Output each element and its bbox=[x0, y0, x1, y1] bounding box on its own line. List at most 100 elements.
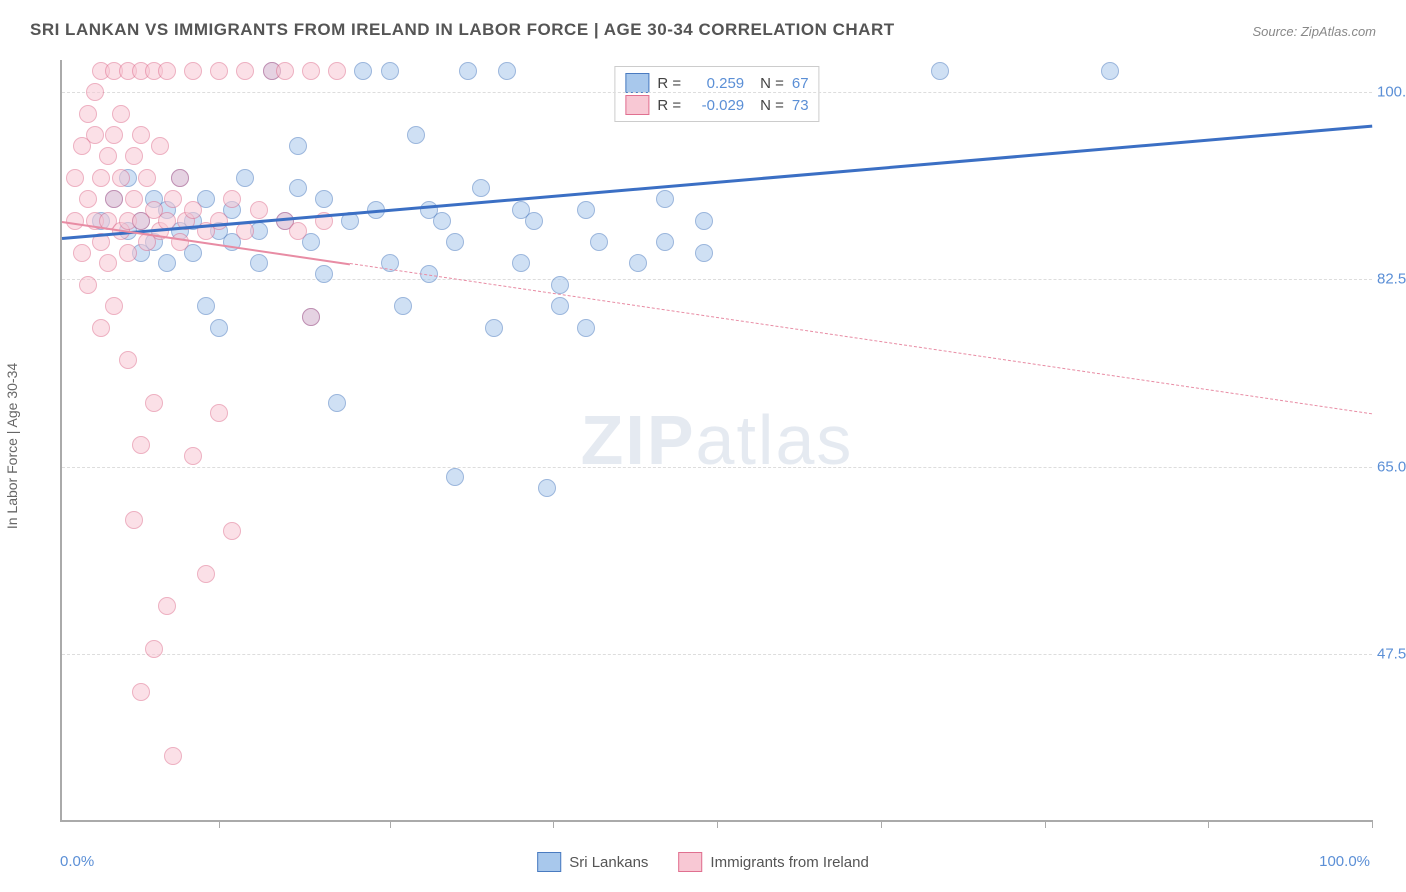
data-point bbox=[315, 265, 333, 283]
data-point bbox=[289, 179, 307, 197]
legend-item: Immigrants from Ireland bbox=[678, 852, 868, 872]
legend-swatch bbox=[537, 852, 561, 872]
data-point bbox=[498, 62, 516, 80]
data-point bbox=[138, 169, 156, 187]
r-label: R = bbox=[657, 97, 681, 114]
data-point bbox=[112, 105, 130, 123]
data-point bbox=[210, 404, 228, 422]
data-point bbox=[132, 436, 150, 454]
data-point bbox=[79, 276, 97, 294]
data-point bbox=[223, 190, 241, 208]
chart-source: Source: ZipAtlas.com bbox=[1252, 24, 1376, 39]
x-tick bbox=[1208, 820, 1209, 828]
gridline bbox=[62, 467, 1372, 468]
trendline-blue bbox=[62, 124, 1372, 239]
data-point bbox=[158, 62, 176, 80]
x-axis-max-label: 100.0% bbox=[1319, 853, 1370, 870]
data-point bbox=[86, 83, 104, 101]
data-point bbox=[328, 394, 346, 412]
legend-swatch bbox=[625, 95, 649, 115]
data-point bbox=[931, 62, 949, 80]
data-point bbox=[119, 351, 137, 369]
data-point bbox=[158, 597, 176, 615]
y-tick-label: 47.5% bbox=[1377, 646, 1406, 663]
data-point bbox=[132, 683, 150, 701]
data-point bbox=[86, 126, 104, 144]
x-tick bbox=[390, 820, 391, 828]
data-point bbox=[302, 62, 320, 80]
data-point bbox=[210, 62, 228, 80]
legend-swatch bbox=[625, 73, 649, 93]
data-point bbox=[629, 254, 647, 272]
data-point bbox=[105, 126, 123, 144]
data-point bbox=[171, 169, 189, 187]
data-point bbox=[197, 297, 215, 315]
data-point bbox=[119, 244, 137, 262]
data-point bbox=[577, 201, 595, 219]
data-point bbox=[184, 447, 202, 465]
data-point bbox=[485, 319, 503, 337]
r-value: 0.259 bbox=[689, 75, 744, 92]
data-point bbox=[184, 201, 202, 219]
data-point bbox=[381, 62, 399, 80]
data-point bbox=[112, 169, 130, 187]
chart-title: SRI LANKAN VS IMMIGRANTS FROM IRELAND IN… bbox=[30, 20, 895, 40]
data-point bbox=[250, 254, 268, 272]
legend-swatch bbox=[678, 852, 702, 872]
data-point bbox=[446, 468, 464, 486]
r-value: -0.029 bbox=[689, 97, 744, 114]
data-point bbox=[250, 201, 268, 219]
x-axis-min-label: 0.0% bbox=[60, 853, 94, 870]
stats-row: R =-0.029N =73 bbox=[625, 95, 808, 115]
data-point bbox=[132, 126, 150, 144]
data-point bbox=[105, 190, 123, 208]
data-point bbox=[695, 212, 713, 230]
data-point bbox=[407, 126, 425, 144]
data-point bbox=[79, 190, 97, 208]
data-point bbox=[289, 222, 307, 240]
data-point bbox=[656, 190, 674, 208]
data-point bbox=[184, 62, 202, 80]
y-tick-label: 100.0% bbox=[1377, 84, 1406, 101]
data-point bbox=[73, 244, 91, 262]
trendline-pink-dash bbox=[350, 263, 1372, 414]
data-point bbox=[512, 254, 530, 272]
data-point bbox=[590, 233, 608, 251]
data-point bbox=[446, 233, 464, 251]
x-tick bbox=[1372, 820, 1373, 828]
y-tick-label: 82.5% bbox=[1377, 271, 1406, 288]
data-point bbox=[656, 233, 674, 251]
data-point bbox=[164, 190, 182, 208]
data-point bbox=[92, 319, 110, 337]
legend-label: Immigrants from Ireland bbox=[710, 854, 868, 871]
data-point bbox=[92, 169, 110, 187]
data-point bbox=[236, 62, 254, 80]
data-point bbox=[105, 297, 123, 315]
data-point bbox=[538, 479, 556, 497]
data-point bbox=[695, 244, 713, 262]
data-point bbox=[315, 190, 333, 208]
data-point bbox=[210, 319, 228, 337]
n-value: 73 bbox=[792, 97, 809, 114]
x-tick bbox=[553, 820, 554, 828]
r-label: R = bbox=[657, 75, 681, 92]
data-point bbox=[472, 179, 490, 197]
data-point bbox=[171, 233, 189, 251]
data-point bbox=[125, 147, 143, 165]
plot-area: ZIPatlas R =0.259N =67R =-0.029N =73 47.… bbox=[60, 60, 1372, 822]
x-tick bbox=[881, 820, 882, 828]
data-point bbox=[164, 747, 182, 765]
stats-legend: R =0.259N =67R =-0.029N =73 bbox=[614, 66, 819, 122]
data-point bbox=[158, 254, 176, 272]
data-point bbox=[577, 319, 595, 337]
data-point bbox=[276, 62, 294, 80]
gridline bbox=[62, 92, 1372, 93]
data-point bbox=[145, 394, 163, 412]
data-point bbox=[79, 105, 97, 123]
data-point bbox=[66, 169, 84, 187]
stats-row: R =0.259N =67 bbox=[625, 73, 808, 93]
data-point bbox=[236, 169, 254, 187]
data-point bbox=[99, 254, 117, 272]
data-point bbox=[99, 147, 117, 165]
gridline bbox=[62, 279, 1372, 280]
